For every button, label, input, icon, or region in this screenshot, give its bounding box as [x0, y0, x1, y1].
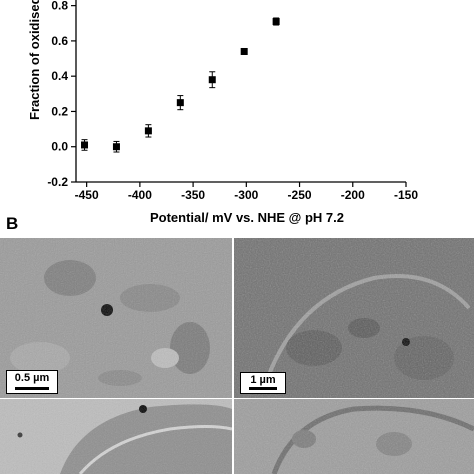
x-tick-label: -250 [288, 188, 312, 202]
y-axis-label: Fraction of oxidised spec [27, 0, 42, 120]
scale-bar-0-5um: 0.5 µm [6, 370, 58, 394]
x-tick-label: -450 [75, 188, 99, 202]
y-tick-label: 0.8 [51, 0, 68, 13]
micrograph-top-right-image [234, 238, 474, 398]
scale-bar-1um-line [249, 387, 277, 390]
x-tick-label: -350 [181, 188, 205, 202]
data-point [176, 99, 184, 107]
y-tick-label: 0.4 [51, 69, 68, 83]
y-tick-label: 0.2 [51, 104, 68, 118]
micrograph-bottom-left-image [0, 399, 232, 474]
x-tick-label: -400 [128, 188, 152, 202]
micrograph-bottom-left [0, 399, 232, 474]
scale-bar-1um: 1 µm [240, 372, 286, 394]
data-point [144, 127, 152, 135]
data-point [81, 141, 89, 149]
micrograph-bottom-right [234, 399, 474, 474]
x-tick-label: -200 [341, 188, 365, 202]
data-point [272, 18, 280, 26]
micrograph-bottom-right-image [234, 399, 474, 474]
micrograph-top-left: 0.5 µm [0, 238, 232, 398]
y-tick-label: 0.0 [51, 140, 68, 154]
x-tick-label: -150 [394, 188, 418, 202]
chart-svg: -450 -400 -350 -300 -250 -200 -150 -0.2 0.0 0.2 0.… [47, 0, 418, 202]
scale-bar-1um-label: 1 µm [250, 374, 276, 386]
y-tick-label: 0.6 [51, 34, 68, 48]
x-axis-label: Potential/ mV vs. NHE @ pH 7.2 [149, 210, 344, 225]
data-point [240, 47, 248, 55]
data-point [208, 76, 216, 84]
titration-chart: -450 -400 -350 -300 -250 -200 -150 -0.2 0.0 0.2 0.… [0, 0, 474, 232]
micrograph-top-right: 1 µm [234, 238, 474, 398]
scale-bar-0-5um-line [15, 387, 49, 390]
scale-bar-0-5um-label: 0.5 µm [14, 372, 50, 384]
data-point [112, 143, 120, 151]
y-tick-label: -0.2 [47, 175, 68, 189]
x-tick-label: -300 [234, 188, 258, 202]
panel-label-b: B [6, 214, 19, 233]
